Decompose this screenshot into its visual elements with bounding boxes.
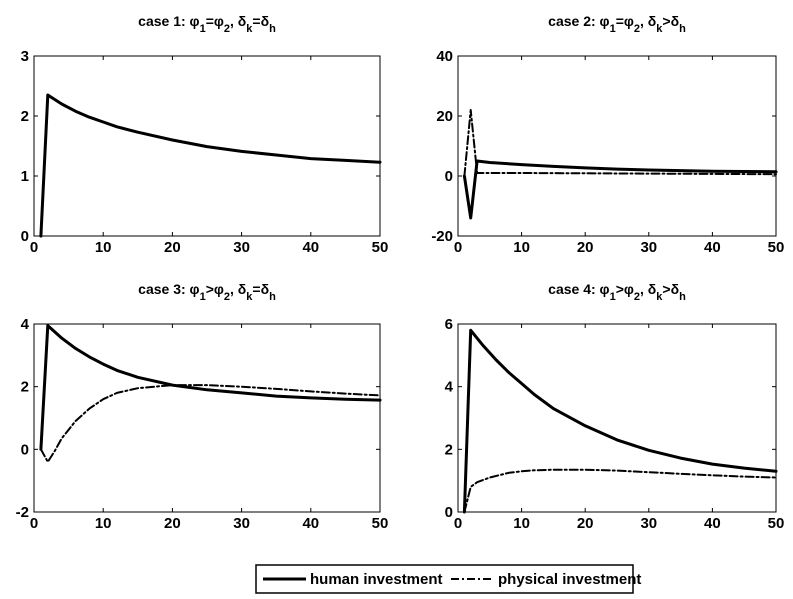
y-tick-label: 0 [21, 441, 29, 458]
title-text: >φ [616, 281, 634, 297]
series-human-investment [462, 328, 778, 514]
series-physical-investment [39, 384, 381, 463]
x-tick-label: 50 [372, 239, 389, 256]
x-tick-label: 20 [577, 515, 594, 532]
series-human-investment [462, 159, 778, 220]
legend: human investment physical investment [255, 564, 641, 594]
title-subscript: h [679, 291, 686, 303]
x-tick-label: 20 [577, 239, 594, 256]
title-text: =φ [206, 13, 224, 29]
x-tick-label: 50 [768, 515, 785, 532]
plot-area [33, 323, 381, 513]
y-tick-label: 3 [21, 48, 29, 65]
series-physical-investment [463, 468, 777, 513]
title-text: >δ [662, 13, 679, 29]
title-subscript: 2 [224, 23, 230, 35]
y-tick-label: 0 [21, 228, 29, 245]
x-tick-label: 10 [513, 515, 530, 532]
x-tick-label: 0 [454, 515, 462, 532]
title-text: =φ [616, 13, 634, 29]
series-physical-investment [39, 94, 381, 237]
title-subscript: 1 [610, 23, 616, 35]
x-tick-label: 40 [302, 515, 319, 532]
title-text: , δ [640, 13, 656, 29]
title-subscript: k [656, 23, 663, 35]
series-physical-investment [463, 109, 777, 177]
x-tick-label: 30 [640, 239, 657, 256]
title-subscript: 1 [610, 291, 616, 303]
y-tick-label: -20 [431, 228, 453, 245]
title-text: =δ [252, 281, 269, 297]
x-tick-label: 0 [30, 515, 38, 532]
title-subscript: h [269, 23, 276, 35]
title-subscript: 2 [634, 23, 640, 35]
x-tick-label: 30 [640, 515, 657, 532]
x-tick-label: 0 [30, 239, 38, 256]
title-text: case 3: φ [138, 281, 199, 297]
y-tick-label: 0 [445, 504, 453, 521]
chart-title: case 3: φ1>φ2, δk=δh [138, 281, 276, 303]
x-tick-label: 10 [95, 515, 112, 532]
x-tick-label: 40 [704, 515, 721, 532]
title-subscript: 1 [200, 291, 206, 303]
title-subscript: 1 [200, 23, 206, 35]
title-subscript: h [269, 291, 276, 303]
y-tick-label: 4 [445, 379, 454, 396]
title-text: case 2: φ [548, 13, 609, 29]
y-tick-label: 4 [21, 316, 30, 333]
y-tick-label: 0 [445, 168, 453, 185]
x-tick-label: 40 [302, 239, 319, 256]
legend-label-human: human investment [310, 571, 443, 588]
chart-title: case 2: φ1=φ2, δk>δh [548, 13, 686, 35]
x-tick-label: 20 [164, 515, 181, 532]
plot-area [457, 323, 777, 513]
title-text: >φ [206, 281, 224, 297]
legend-box [255, 564, 634, 594]
y-tick-label: 1 [21, 168, 29, 185]
x-tick-label: 30 [233, 515, 250, 532]
plot-area [457, 55, 777, 237]
x-tick-label: 10 [513, 239, 530, 256]
x-tick-label: 30 [233, 239, 250, 256]
title-text: case 1: φ [138, 13, 199, 29]
y-tick-label: 20 [436, 108, 453, 125]
x-tick-label: 40 [704, 239, 721, 256]
y-tick-label: -2 [16, 504, 29, 521]
title-subscript: 2 [634, 291, 640, 303]
y-tick-label: 6 [445, 316, 453, 333]
title-subscript: k [656, 291, 663, 303]
title-text: , δ [640, 281, 656, 297]
y-tick-label: 2 [21, 379, 29, 396]
title-text: , δ [230, 281, 246, 297]
title-subscript: k [246, 23, 253, 35]
x-tick-label: 50 [372, 515, 389, 532]
series-human-investment [39, 324, 382, 451]
x-tick-label: 0 [454, 239, 462, 256]
chart-title: case 1: φ1=φ2, δk=δh [138, 13, 276, 35]
y-tick-label: 40 [436, 48, 453, 65]
y-tick-label: 2 [21, 108, 29, 125]
legend-label-physical: physical investment [498, 571, 641, 588]
chart-title: case 4: φ1>φ2, δk>δh [548, 281, 686, 303]
title-text: >δ [662, 281, 679, 297]
title-text: case 4: φ [548, 281, 609, 297]
title-subscript: 2 [224, 291, 230, 303]
title-text: =δ [252, 13, 269, 29]
x-tick-label: 10 [95, 239, 112, 256]
title-subscript: k [246, 291, 253, 303]
y-tick-label: 2 [445, 441, 453, 458]
title-subscript: h [679, 23, 686, 35]
title-text: , δ [230, 13, 246, 29]
x-tick-label: 50 [768, 239, 785, 256]
x-tick-label: 20 [164, 239, 181, 256]
